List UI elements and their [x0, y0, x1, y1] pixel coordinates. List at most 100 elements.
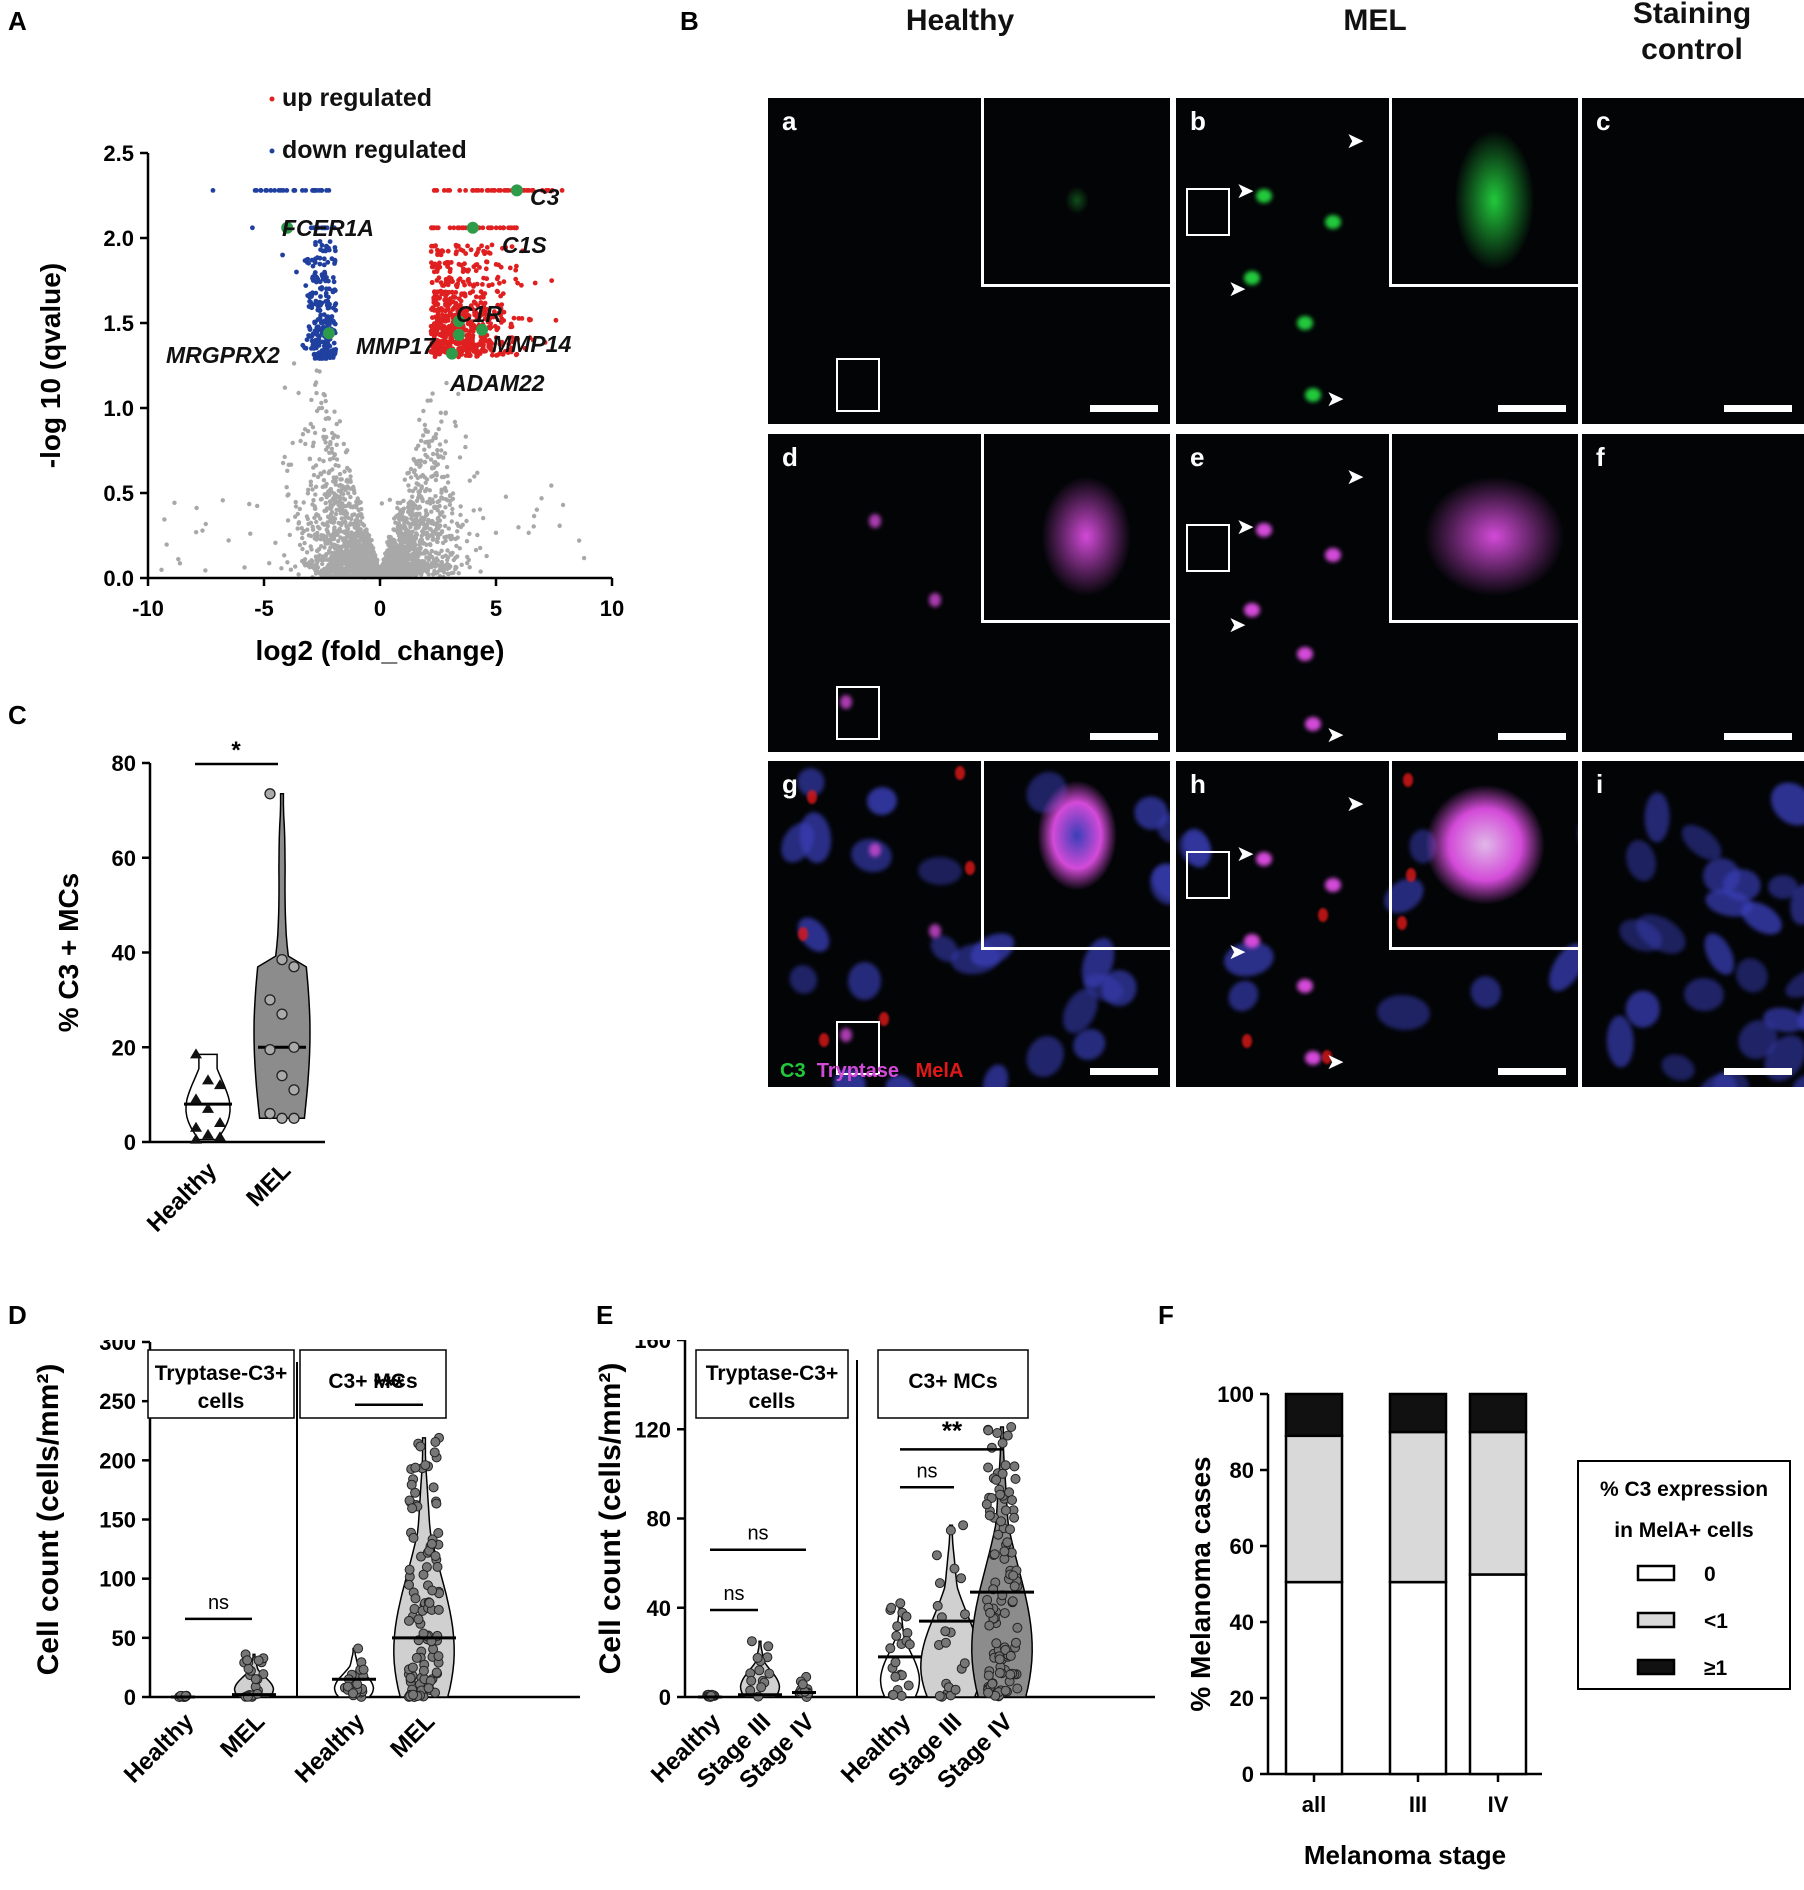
data-point [1002, 1537, 1013, 1548]
data-point [333, 511, 339, 517]
data-point [300, 188, 305, 193]
data-point [371, 567, 376, 573]
data-point [447, 269, 453, 275]
data-point [472, 474, 477, 479]
nucleus [1780, 960, 1804, 1005]
data-point [754, 1665, 765, 1676]
data-point [422, 541, 427, 546]
data-point [429, 548, 434, 554]
data-point [455, 225, 461, 231]
data-point [442, 514, 447, 519]
data-point [479, 337, 484, 343]
data-point [513, 267, 519, 273]
legend-subtitle: in MelA+ cells [1614, 1519, 1753, 1542]
legend-label: 0 [1704, 1563, 1716, 1586]
data-point [441, 188, 447, 193]
legend-marker-0 [269, 96, 275, 102]
data-point [992, 1428, 1003, 1438]
data-point [496, 188, 502, 193]
data-point [495, 289, 501, 295]
data-point [752, 1652, 763, 1663]
data-point [413, 486, 418, 491]
data-point [366, 533, 372, 538]
cell-signal [1296, 316, 1313, 331]
data-point [319, 400, 324, 406]
data-point [451, 557, 456, 563]
cell-signal [1324, 548, 1341, 563]
data-point [461, 339, 467, 345]
data-point [471, 508, 476, 513]
data-point [429, 280, 435, 286]
data-point [320, 561, 325, 567]
data-point [531, 524, 536, 529]
data-point [345, 465, 350, 471]
data-point [423, 1683, 434, 1694]
data-point [348, 555, 353, 561]
arrowhead-icon: ➤ [1346, 791, 1365, 816]
data-point [507, 265, 513, 271]
column-header-mel: MEL [1343, 4, 1407, 37]
data-point [430, 533, 435, 539]
cell-signal [1324, 878, 1341, 893]
data-point [431, 289, 437, 295]
nucleus [785, 960, 822, 999]
data-point [417, 504, 422, 509]
scale-bar [1090, 733, 1158, 740]
data-point [516, 525, 521, 530]
data-point [288, 1041, 300, 1053]
data-point [310, 276, 316, 282]
x-tick-label: Healthy [142, 1157, 223, 1238]
data-point [408, 1532, 419, 1543]
data-point [190, 1048, 202, 1059]
data-point [553, 317, 559, 323]
data-point [443, 411, 448, 416]
data-point [495, 274, 501, 280]
zoom-box [1186, 851, 1230, 899]
data-point [478, 289, 484, 295]
data-point [456, 277, 461, 283]
data-point [321, 458, 326, 464]
data-point [285, 518, 291, 523]
data-point [483, 266, 489, 272]
data-point [467, 346, 473, 352]
data-point [455, 535, 460, 540]
y-tick-label: 60 [1230, 1534, 1254, 1559]
data-point [443, 439, 448, 444]
cell-signal [868, 842, 881, 857]
data-point [420, 569, 425, 574]
data-point [253, 1655, 264, 1666]
data-point [431, 334, 437, 340]
data-point [416, 495, 421, 500]
data-point [306, 563, 311, 569]
data-point [310, 443, 316, 449]
data-point [435, 351, 441, 357]
data-point [437, 518, 443, 523]
data-point [483, 348, 488, 354]
data-point [332, 409, 337, 414]
data-point [1009, 1581, 1020, 1592]
data-point [442, 570, 447, 575]
data-point [310, 342, 316, 348]
data-point [450, 326, 456, 331]
data-point [414, 561, 419, 566]
data-point [379, 501, 385, 506]
data-point [307, 294, 313, 300]
data-point [493, 530, 499, 536]
data-point [515, 280, 520, 286]
data-point [164, 542, 169, 547]
data-point [484, 259, 490, 265]
data-point [370, 559, 376, 564]
highlight-fcer1a [281, 221, 294, 234]
data-point [302, 258, 308, 263]
scale-bar [1090, 405, 1158, 412]
data-point [438, 531, 443, 537]
data-point [343, 544, 348, 550]
data-point [445, 555, 451, 560]
panel-label-c: C [8, 700, 27, 730]
data-point [319, 348, 325, 353]
data-point [506, 349, 512, 355]
data-point [401, 498, 406, 503]
data-point [500, 342, 505, 348]
data-point [477, 342, 482, 347]
panel-sublabel-g: g [782, 769, 798, 799]
